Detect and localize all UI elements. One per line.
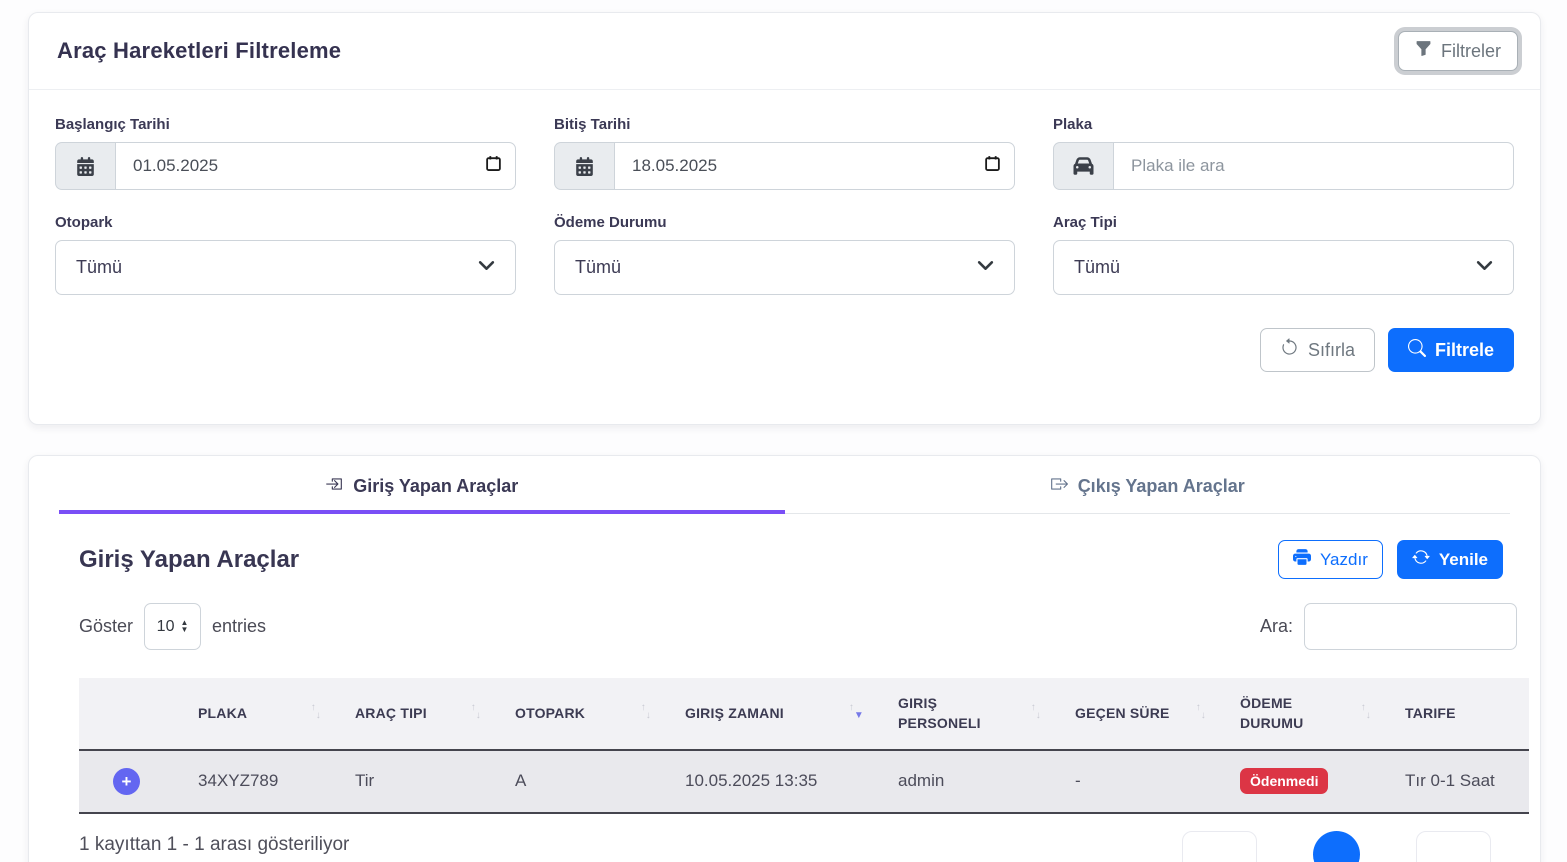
table-info-text: 1 kayıttan 1 - 1 arası gösteriliyor (79, 833, 350, 855)
vehicles-card-body: Giriş Yapan Araçlar Yazdır Yenile (29, 514, 1540, 862)
payment-status-select[interactable]: Tümü (554, 240, 1015, 295)
start-date-label: Başlangıç Tarihi (55, 116, 170, 133)
cell-entry-time: 10.05.2025 13:35 (685, 771, 818, 791)
date-picker-icon[interactable] (984, 155, 1001, 177)
entries-table: PLAKA ↑ ↓ ARAÇ TIPI ↑ ↓ OTOPARK ↑ ↓ GIRIŞ Z… (79, 678, 1529, 814)
vehicles-tabs: Giriş Yapan Araçlar Çıkış Yapan Araçlar (29, 456, 1540, 514)
date-picker-icon[interactable] (485, 155, 502, 177)
vehicle-type-select[interactable]: Tümü (1053, 240, 1514, 295)
page-title: Araç Hareketleri Filtreleme (57, 38, 342, 63)
col-arac-tipi[interactable]: ARAÇ TIPI ↑ ↓ (355, 702, 481, 722)
next-page-button[interactable] (1416, 830, 1491, 862)
plate-search-input[interactable] (1113, 142, 1514, 190)
start-date-field-group: Başlangıç Tarihi (55, 116, 516, 190)
payment-status-field-group: Ödeme Durumu Tümü (554, 214, 1015, 295)
col-giris-personeli[interactable]: GIRIŞ PERSONELI ↑ ↓ (898, 695, 1041, 732)
reset-button[interactable]: Sıfırla (1259, 328, 1375, 372)
current-page-button[interactable] (1313, 830, 1360, 862)
end-date-input[interactable] (614, 142, 1015, 190)
cell-vehicle-type: Tir (355, 771, 375, 791)
chevron-down-icon (1476, 257, 1493, 279)
expand-row-button[interactable]: + (113, 767, 140, 795)
plate-field-group: Plaka (1053, 116, 1514, 190)
filter-card: Araç Hareketleri Filtreleme Filtreler Ba… (28, 12, 1541, 425)
cell-elapsed: - (1075, 771, 1081, 791)
filter-submit-button[interactable]: Filtrele (1387, 328, 1514, 372)
end-date-field-group: Bitiş Tarihi (554, 116, 1015, 190)
otopark-select[interactable]: Tümü (55, 240, 516, 295)
search-label: Ara: (1259, 616, 1293, 636)
payment-status-badge: Ödenmedi (1240, 768, 1329, 795)
tab-giris-yapan-araclar[interactable]: Giriş Yapan Araçlar (59, 456, 785, 514)
cell-entry-staff: admin (898, 771, 945, 791)
tab-cikis-yapan-araclar[interactable]: Çıkış Yapan Araçlar (784, 456, 1510, 514)
up-down-arrows-icon: ▲ ▼ (180, 617, 189, 634)
refresh-icon (1412, 548, 1430, 571)
cell-plate: 34XYZ789 (198, 771, 279, 791)
payment-status-label: Ödeme Durumu (554, 214, 667, 231)
sort-arrows-icon: ↑ ↓ (310, 702, 321, 722)
length-label-after: entries (212, 616, 267, 636)
vehicle-type-label: Araç Tipi (1053, 214, 1117, 231)
col-otopark[interactable]: OTOPARK ↑ ↓ (515, 702, 651, 722)
otopark-field-group: Otopark Tümü (55, 214, 516, 295)
sort-arrows-icon-active-desc: ↑ ▼ (848, 702, 864, 722)
table-search-input[interactable] (1304, 603, 1517, 650)
car-icon (1053, 142, 1113, 190)
col-plaka[interactable]: PLAKA ↑ ↓ (198, 702, 321, 722)
chevron-down-icon (478, 257, 495, 279)
length-label-before: Göster (79, 616, 134, 636)
chevron-down-icon (977, 257, 994, 279)
section-title: Giriş Yapan Araçlar (79, 545, 300, 573)
search-icon (1407, 338, 1426, 362)
sort-arrows-icon: ↑ ↓ (1195, 702, 1206, 722)
otopark-label: Otopark (55, 214, 113, 231)
printer-icon (1292, 548, 1311, 571)
col-expand (79, 678, 174, 750)
refresh-button[interactable]: Yenile (1396, 540, 1503, 579)
previous-page-button[interactable] (1182, 830, 1257, 862)
filter-fields: Başlangıç Tarihi Bitiş Tarihi (29, 90, 1540, 295)
undo-icon (1280, 338, 1299, 362)
table-row: + 34XYZ789 Tir A 10.05.2025 13:35 admin … (79, 749, 1529, 813)
calendar-icon (55, 142, 115, 190)
filter-actions: Sıfırla Filtrele (29, 295, 1540, 372)
table-header-row: PLAKA ↑ ↓ ARAÇ TIPI ↑ ↓ OTOPARK ↑ ↓ GIRIŞ Z… (79, 678, 1529, 750)
page-length-select[interactable]: 10 ▲ ▼ (144, 603, 202, 650)
sort-arrows-icon: ↑ ↓ (640, 702, 651, 722)
vehicles-card: Giriş Yapan Araçlar Çıkış Yapan Araçlar … (28, 455, 1541, 862)
end-date-label: Bitiş Tarihi (554, 116, 631, 133)
funnel-icon (1415, 40, 1432, 62)
start-date-input[interactable] (115, 142, 516, 190)
print-button[interactable]: Yazdır (1277, 540, 1383, 579)
sort-arrows-icon: ↑ ↓ (1360, 702, 1371, 722)
vehicle-type-field-group: Araç Tipi Tümü (1053, 214, 1514, 295)
cell-otopark: A (515, 771, 527, 791)
plate-label: Plaka (1053, 116, 1093, 133)
sort-arrows-icon: ↑ ↓ (470, 702, 481, 722)
calendar-icon (554, 142, 614, 190)
sign-out-icon (1050, 475, 1068, 498)
pagination (1182, 830, 1491, 862)
col-gecen-sure[interactable]: GEÇEN SÜRE ↑ ↓ (1075, 702, 1206, 722)
col-odeme-durumu[interactable]: ÖDEME DURUMU ↑ ↓ (1240, 695, 1371, 732)
filters-toggle-button[interactable]: Filtreler (1397, 31, 1518, 71)
sign-in-icon (325, 475, 343, 498)
filter-card-header: Araç Hareketleri Filtreleme Filtreler (29, 13, 1540, 90)
col-giris-zamani[interactable]: GIRIŞ ZAMANI ↑ ▼ (685, 702, 864, 722)
sort-arrows-icon: ↑ ↓ (1030, 702, 1041, 722)
cell-tariff: Tır 0-1 Saat (1405, 771, 1495, 791)
col-tarife[interactable]: TARIFE (1405, 705, 1456, 722)
